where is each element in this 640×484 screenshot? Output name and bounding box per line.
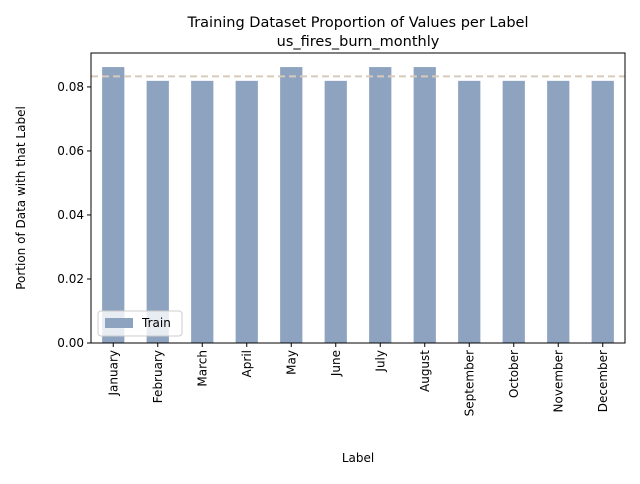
legend-box: [97, 310, 183, 337]
chart-title: Training Dataset Proportion of Values pe…: [186, 15, 528, 31]
bar-may: [280, 67, 303, 343]
x-tick-label: October: [507, 350, 521, 398]
bar-october: [502, 80, 525, 343]
x-tick-label: March: [195, 350, 209, 387]
bar-march: [191, 80, 214, 343]
bar-august: [413, 67, 436, 343]
bar-february: [146, 80, 169, 343]
bar-september: [458, 80, 481, 343]
legend: Train: [97, 310, 183, 337]
chart-subtitle: us_fires_burn_monthly: [277, 34, 440, 50]
x-tick-label: June: [329, 350, 343, 377]
x-tick-label: December: [596, 350, 610, 412]
plot-frame: [90, 52, 626, 344]
x-tick-label: November: [551, 350, 565, 412]
bar-november: [547, 80, 570, 343]
y-tick-label: 0.06: [57, 144, 84, 158]
x-tick-label: August: [418, 350, 432, 392]
y-tick-label: 0.08: [57, 80, 84, 94]
y-axis-label: Portion of Data with that Label: [14, 106, 28, 290]
x-tick-label: April: [240, 350, 254, 377]
bar-april: [235, 80, 258, 343]
bar-december: [591, 80, 614, 343]
bar-june: [324, 80, 347, 343]
x-tick-label: May: [284, 350, 298, 375]
bar-january: [102, 67, 125, 343]
y-tick-label: 0.02: [57, 272, 84, 286]
legend-swatch: [105, 318, 133, 328]
x-tick-label: July: [373, 350, 387, 373]
legend-label: Train: [141, 316, 171, 330]
bar-july: [369, 67, 392, 343]
x-tick-label: September: [462, 350, 476, 416]
x-axis-label: Label: [342, 451, 374, 465]
y-tick-label: 0.00: [57, 336, 84, 350]
x-tick-label: February: [151, 350, 165, 403]
x-tick-label: January: [106, 350, 120, 397]
y-tick-label: 0.04: [57, 208, 84, 222]
